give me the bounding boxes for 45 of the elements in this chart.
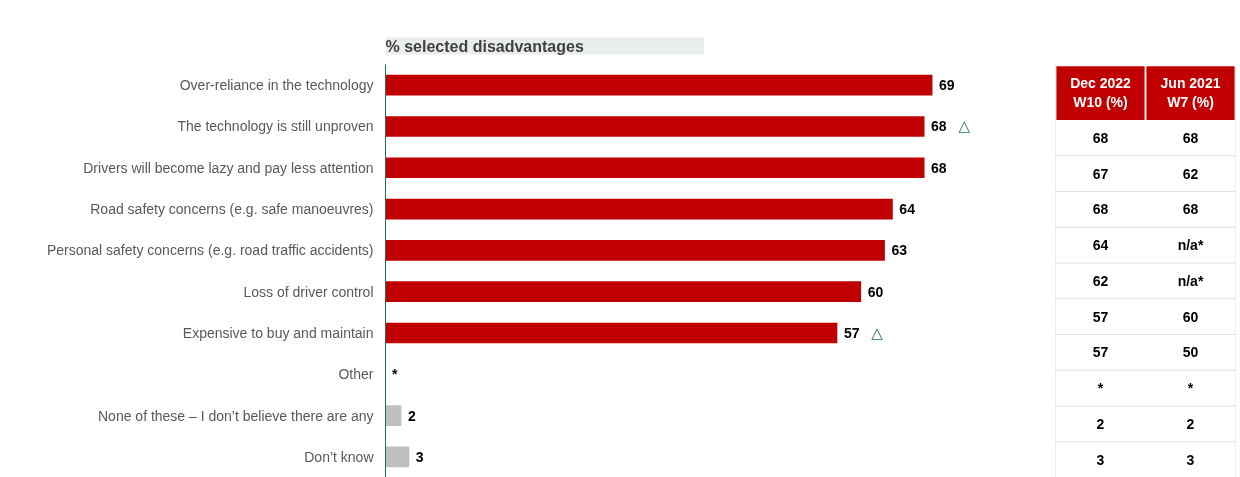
text: * [392,366,398,383]
data-label: 63 [891,242,908,259]
data-label: 2 [407,407,416,424]
text: 2 [1186,415,1195,432]
y-tick-label: Expensive to buy and maintain [182,324,374,341]
text: 2 [1096,415,1105,432]
y-tick-label: None of these – I don’t believe there are any [97,407,374,424]
data-label: 64 [899,201,916,218]
category-label: Dec 2022 W10 (%) [1070,74,1132,110]
data-label: 68 [931,159,947,176]
text: 62 [1182,165,1199,182]
y-tick-label: Loss of driver control [243,283,374,300]
y-tick-label: Personal safety concerns (e.g. road traffic accidents) [46,242,374,259]
text: 64 [1092,237,1109,254]
text: * [1097,380,1104,397]
data-label: 60 [867,283,884,300]
y-tick-label: Over-reliance in the technology [179,77,374,94]
chart-title: % selected disadvantages [385,37,584,55]
annotation: △ [871,323,884,342]
text: 60 [1182,308,1199,325]
text: 68 [1092,129,1109,146]
text: 3 [1186,451,1195,468]
text: 50 [1182,344,1199,361]
text: 57 [1092,308,1109,325]
text: n/a* [1177,272,1204,289]
text: 67 [1092,165,1109,182]
text: 57 [1092,344,1109,361]
y-tick-label: Road safety concerns (e.g. safe manoeuvres) [90,201,374,218]
y-tick-label: Drivers will become lazy and pay less attention [83,159,374,176]
y-tick-label: Other [338,366,374,383]
text: 62 [1092,272,1109,289]
text: 3 [1096,451,1105,468]
data-label: 68 [931,118,947,135]
y-tick-label: The technology is still unproven [177,118,374,135]
data-label: 3 [415,448,424,465]
data-label: 69 [939,77,955,94]
text: 68 [1092,201,1109,218]
text: n/a* [1177,237,1204,254]
text: * [1187,380,1194,397]
y-tick-label: Don’t know [304,448,375,465]
category-label: Jun 2021 W7 (%) [1160,74,1221,110]
text: 68 [1182,201,1199,218]
annotation: △ [958,117,971,136]
text: 68 [1182,129,1199,146]
data-label: 57 [843,324,860,341]
